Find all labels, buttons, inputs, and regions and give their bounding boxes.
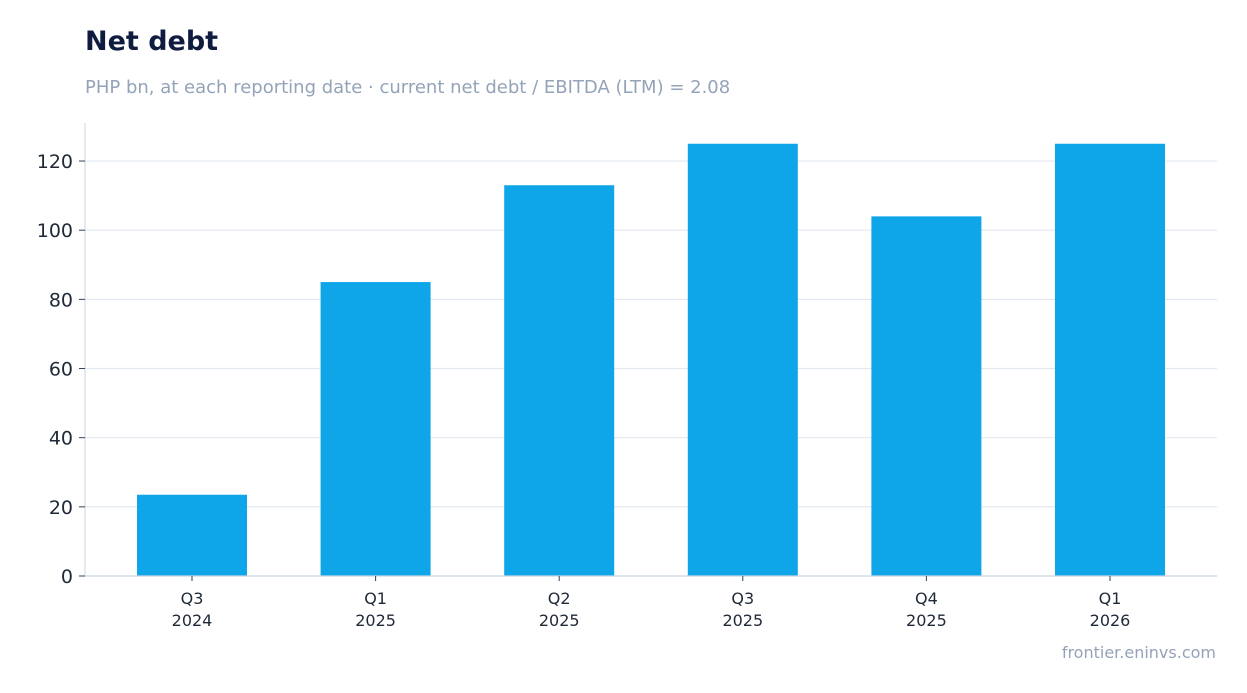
bar — [1055, 143, 1165, 576]
x-tick-label-quarter: Q3 — [181, 589, 204, 608]
bar — [137, 494, 247, 576]
x-axis-ticks: Q3 2024 Q1 2025 Q2 2025 Q3 2025 Q4 2025 Q1 2026 — [172, 576, 1131, 630]
y-tick-label: 120 — [37, 151, 73, 173]
x-tick-label-quarter: Q1 — [364, 589, 387, 608]
x-tick-label-year: 2025 — [539, 611, 580, 630]
bar — [504, 185, 615, 577]
source-note: frontier.eninvs.com — [1061, 643, 1216, 662]
x-tick-label-quarter: Q4 — [915, 589, 938, 608]
x-tick-label-quarter: Q1 — [1099, 589, 1122, 608]
x-tick-label-quarter: Q3 — [731, 589, 754, 608]
axes — [84, 123, 1217, 577]
y-tick-label: 100 — [37, 220, 73, 242]
x-tick-label-year: 2025 — [722, 611, 763, 630]
gridlines — [85, 160, 1217, 508]
y-tick-label: 0 — [61, 566, 73, 588]
y-tick-label: 20 — [49, 497, 73, 519]
y-axis-ticks: 0 20 40 60 80 100 120 — [37, 151, 85, 588]
bar — [687, 143, 798, 576]
chart-title: Net debt — [85, 26, 219, 57]
bar — [320, 282, 431, 576]
x-tick-label-year: 2025 — [355, 611, 396, 630]
x-tick-label-year: 2026 — [1090, 611, 1131, 630]
x-tick-label-year: 2024 — [172, 611, 213, 630]
y-tick-label: 60 — [49, 359, 73, 381]
y-tick-label: 80 — [49, 289, 73, 311]
x-tick-label-quarter: Q2 — [548, 589, 571, 608]
x-tick-label-year: 2025 — [906, 611, 947, 630]
bars — [137, 143, 1165, 577]
chart-subtitle: PHP bn, at each reporting date · current… — [85, 77, 731, 98]
y-tick-label: 40 — [49, 428, 73, 450]
bar — [871, 216, 982, 577]
